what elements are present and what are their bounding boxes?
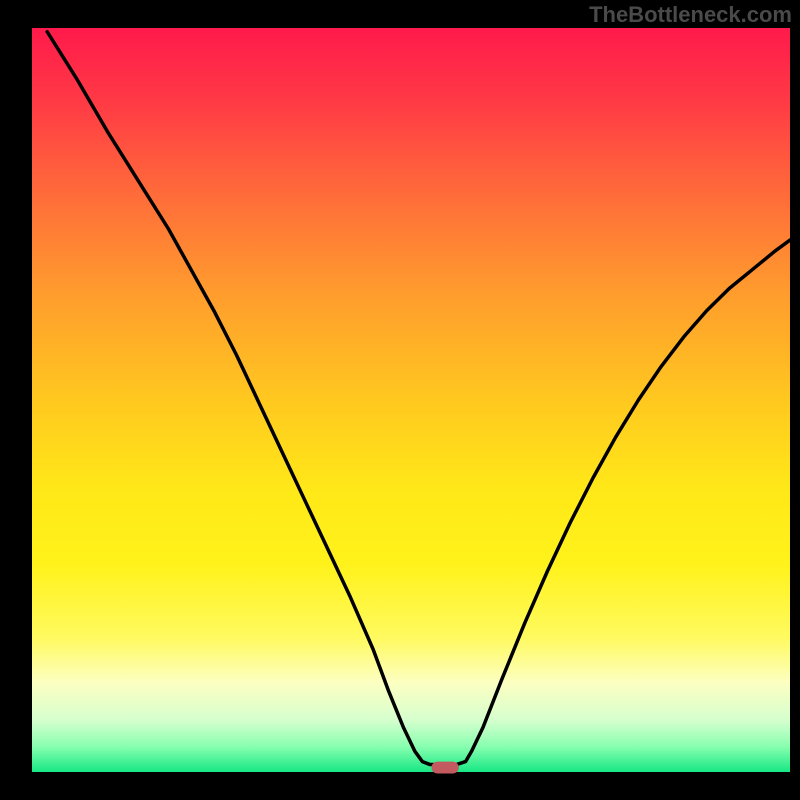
watermark-label: TheBottleneck.com [589, 2, 792, 28]
optimum-marker [431, 762, 458, 774]
bottleneck-chart [0, 0, 800, 800]
plot-background [32, 28, 790, 772]
